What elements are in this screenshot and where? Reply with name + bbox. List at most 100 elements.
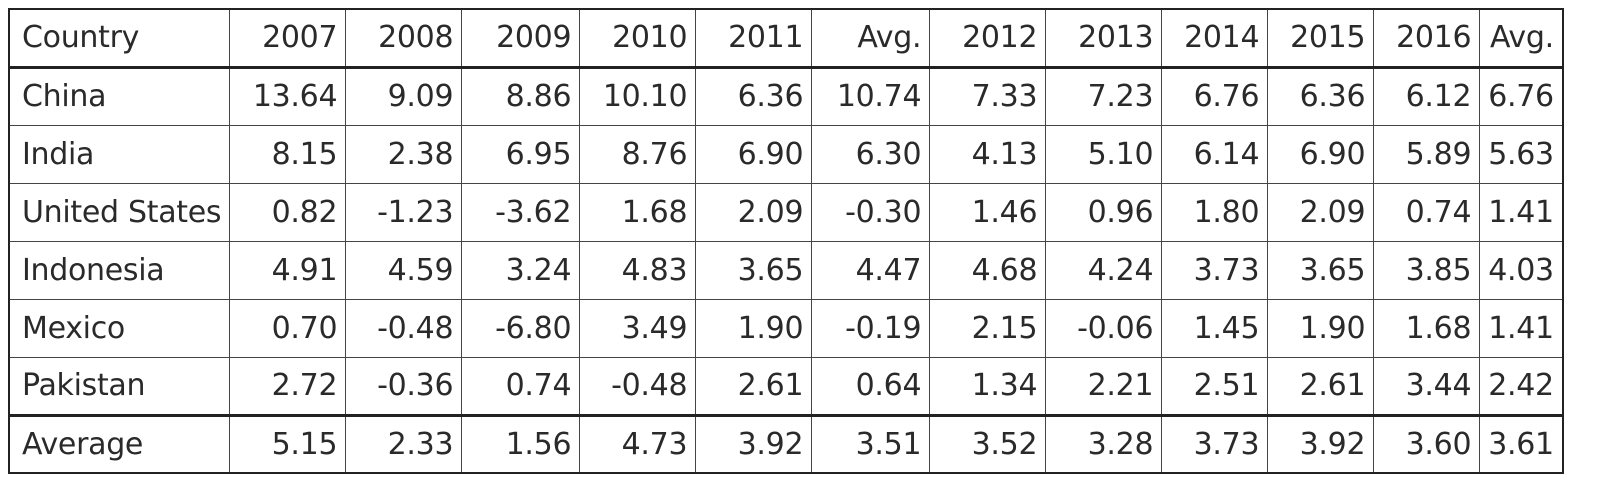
value-cell: 4.83 bbox=[579, 240, 697, 300]
country-cell: Pakistan bbox=[8, 356, 231, 416]
header-2007: 2007 bbox=[229, 8, 347, 69]
value-cell: 8.15 bbox=[229, 124, 347, 184]
table-row: Pakistan 2.72 -0.36 0.74 -0.48 2.61 0.64 1.34 2.… bbox=[8, 356, 1564, 416]
value-cell: 1.68 bbox=[1373, 298, 1481, 358]
value-cell: 3.73 bbox=[1161, 240, 1269, 300]
header-2010: 2010 bbox=[579, 8, 697, 69]
value-cell: 6.12 bbox=[1373, 66, 1481, 126]
value-cell: 3.85 bbox=[1373, 240, 1481, 300]
value-cell: 4.13 bbox=[929, 124, 1047, 184]
value-cell: 5.10 bbox=[1045, 124, 1163, 184]
value-cell: 6.30 bbox=[811, 124, 931, 184]
value-cell: 6.76 bbox=[1161, 66, 1269, 126]
value-cell: 7.33 bbox=[929, 66, 1047, 126]
value-cell: 2.61 bbox=[1267, 356, 1375, 416]
header-country: Country bbox=[8, 8, 231, 69]
country-cell: China bbox=[8, 66, 231, 126]
value-cell: 5.63 bbox=[1479, 124, 1564, 184]
value-cell: 2.09 bbox=[695, 182, 813, 242]
value-cell: 2.33 bbox=[345, 413, 463, 474]
value-cell: 6.90 bbox=[1267, 124, 1375, 184]
value-cell: 3.65 bbox=[1267, 240, 1375, 300]
value-cell: 5.15 bbox=[229, 413, 347, 474]
value-cell: 6.76 bbox=[1479, 66, 1564, 126]
header-2015: 2015 bbox=[1267, 8, 1375, 69]
table-row: United States 0.82 -1.23 -3.62 1.68 2.09 -0.30… bbox=[8, 182, 1564, 242]
value-cell: 1.46 bbox=[929, 182, 1047, 242]
value-cell: -1.23 bbox=[345, 182, 463, 242]
value-cell: 3.49 bbox=[579, 298, 697, 358]
value-cell: -0.48 bbox=[345, 298, 463, 358]
table-row: Mexico 0.70 -0.48 -6.80 3.49 1.90 -0.19 2.15 -0.… bbox=[8, 298, 1564, 358]
value-cell: 10.74 bbox=[811, 66, 931, 126]
header-2014: 2014 bbox=[1161, 8, 1269, 69]
value-cell: 6.36 bbox=[1267, 66, 1375, 126]
value-cell: 4.59 bbox=[345, 240, 463, 300]
value-cell: 1.41 bbox=[1479, 298, 1564, 358]
value-cell: 13.64 bbox=[229, 66, 347, 126]
value-cell: 1.45 bbox=[1161, 298, 1269, 358]
value-cell: 2.42 bbox=[1479, 356, 1564, 416]
value-cell: 3.92 bbox=[1267, 413, 1375, 474]
value-cell: -6.80 bbox=[461, 298, 581, 358]
header-2016: 2016 bbox=[1373, 8, 1481, 69]
value-cell: 2.38 bbox=[345, 124, 463, 184]
value-cell: 6.14 bbox=[1161, 124, 1269, 184]
header-2009: 2009 bbox=[461, 8, 581, 69]
value-cell: 0.96 bbox=[1045, 182, 1163, 242]
value-cell: 0.74 bbox=[1373, 182, 1481, 242]
value-cell: 3.51 bbox=[811, 413, 931, 474]
value-cell: 9.09 bbox=[345, 66, 463, 126]
value-cell: 4.03 bbox=[1479, 240, 1564, 300]
value-cell: 6.95 bbox=[461, 124, 581, 184]
header-avg-2012-2016: Avg. bbox=[1479, 8, 1564, 69]
value-cell: -3.62 bbox=[461, 182, 581, 242]
value-cell: 6.36 bbox=[695, 66, 813, 126]
value-cell: 1.90 bbox=[695, 298, 813, 358]
country-cell: Indonesia bbox=[8, 240, 231, 300]
value-cell: 2.21 bbox=[1045, 356, 1163, 416]
growth-table: Country 2007 2008 2009 2010 2011 Avg. 20… bbox=[8, 8, 1564, 474]
value-cell: -0.30 bbox=[811, 182, 931, 242]
value-cell: 4.91 bbox=[229, 240, 347, 300]
value-cell: 1.68 bbox=[579, 182, 697, 242]
value-cell: 1.80 bbox=[1161, 182, 1269, 242]
value-cell: 0.82 bbox=[229, 182, 347, 242]
table-row: China 13.64 9.09 8.86 10.10 6.36 10.74 7.33 7.23… bbox=[8, 66, 1564, 126]
header-2011: 2011 bbox=[695, 8, 813, 69]
value-cell: 2.61 bbox=[695, 356, 813, 416]
value-cell: 2.72 bbox=[229, 356, 347, 416]
value-cell: 2.15 bbox=[929, 298, 1047, 358]
header-2012: 2012 bbox=[929, 8, 1047, 69]
value-cell: 10.10 bbox=[579, 66, 697, 126]
value-cell: -0.48 bbox=[579, 356, 697, 416]
value-cell: 4.73 bbox=[579, 413, 697, 474]
value-cell: 0.64 bbox=[811, 356, 931, 416]
table-row: Indonesia 4.91 4.59 3.24 4.83 3.65 4.47 4.68 4.2… bbox=[8, 240, 1564, 300]
country-cell: Average bbox=[8, 413, 231, 474]
value-cell: 0.70 bbox=[229, 298, 347, 358]
value-cell: 7.23 bbox=[1045, 66, 1163, 126]
value-cell: 8.86 bbox=[461, 66, 581, 126]
value-cell: 1.34 bbox=[929, 356, 1047, 416]
value-cell: 4.24 bbox=[1045, 240, 1163, 300]
value-cell: 1.41 bbox=[1479, 182, 1564, 242]
header-row: Country 2007 2008 2009 2010 2011 Avg. 20… bbox=[8, 8, 1564, 69]
value-cell: 3.60 bbox=[1373, 413, 1481, 474]
table-body: China 13.64 9.09 8.86 10.10 6.36 10.74 7.33 7.23… bbox=[8, 66, 1564, 474]
country-cell: India bbox=[8, 124, 231, 184]
country-cell: United States bbox=[8, 182, 231, 242]
value-cell: 4.47 bbox=[811, 240, 931, 300]
value-cell: 3.28 bbox=[1045, 413, 1163, 474]
value-cell: 3.24 bbox=[461, 240, 581, 300]
value-cell: 3.61 bbox=[1479, 413, 1564, 474]
value-cell: 3.92 bbox=[695, 413, 813, 474]
value-cell: 6.90 bbox=[695, 124, 813, 184]
value-cell: 3.65 bbox=[695, 240, 813, 300]
header-2013: 2013 bbox=[1045, 8, 1163, 69]
country-cell: Mexico bbox=[8, 298, 231, 358]
table-container: Country 2007 2008 2009 2010 2011 Avg. 20… bbox=[8, 8, 1564, 474]
value-cell: 3.52 bbox=[929, 413, 1047, 474]
header-avg-2007-2011: Avg. bbox=[811, 8, 931, 69]
value-cell: 8.76 bbox=[579, 124, 697, 184]
